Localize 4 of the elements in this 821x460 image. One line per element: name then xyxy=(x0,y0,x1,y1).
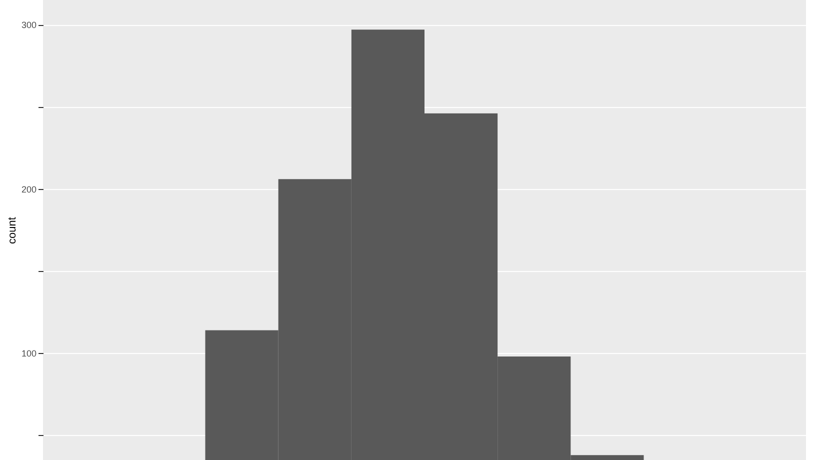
y-tick-label: 100 xyxy=(21,348,36,359)
y-axis-title: count xyxy=(6,217,18,244)
y-tick-label: 200 xyxy=(21,184,36,194)
y-tick-label: 300 xyxy=(21,20,36,30)
